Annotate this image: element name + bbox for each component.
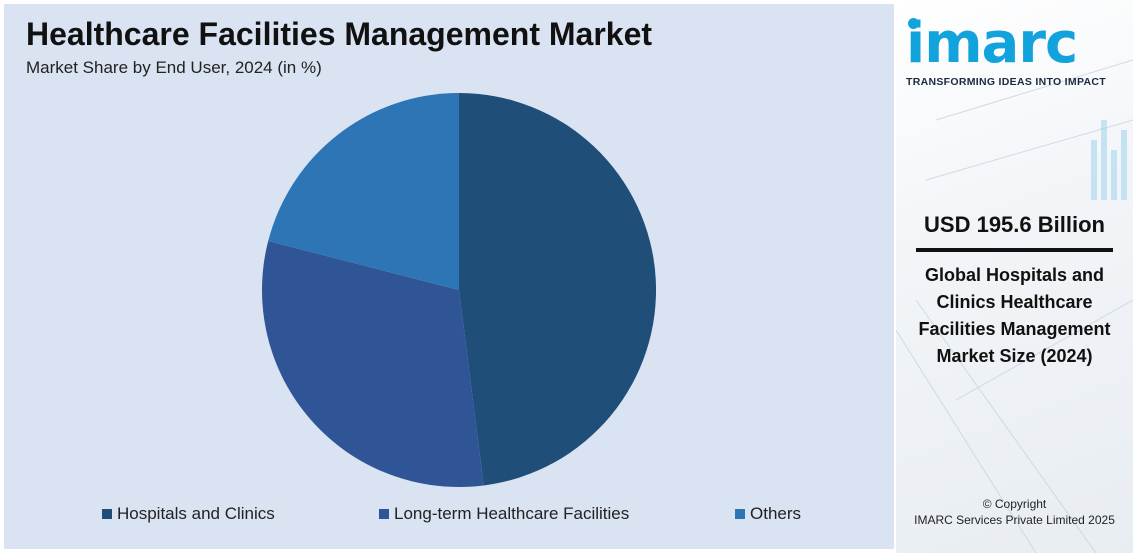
- legend-swatch: [735, 509, 745, 519]
- info-sidebar: imarc TRANSFORMING IDEAS INTO IMPACT USD…: [896, 0, 1133, 553]
- legend-item: Others: [735, 504, 801, 524]
- logo-tagline: TRANSFORMING IDEAS INTO IMPACT: [906, 76, 1106, 88]
- imarc-logo: imarc TRANSFORMING IDEAS INTO IMPACT: [906, 11, 1121, 89]
- market-description: Global Hospitals and Clinics Healthcare …: [918, 265, 1111, 366]
- pie-slice-long-term-healthcare-facilities: [262, 241, 484, 488]
- logo-dot-icon: [908, 18, 919, 29]
- legend-swatch: [102, 509, 112, 519]
- chart-subtitle: Market Share by End User, 2024 (in %): [26, 58, 322, 77]
- copyright-line-2: IMARC Services Private Limited 2025: [914, 513, 1115, 527]
- copyright-line-1: © Copyright: [982, 497, 1047, 511]
- legend-label: Hospitals and Clinics: [117, 504, 275, 523]
- background-chart-decoration: [896, 59, 1133, 553]
- legend-item: Long-term Healthcare Facilities: [379, 504, 629, 524]
- legend-swatch: [379, 509, 389, 519]
- logo-text: imarc: [906, 11, 1078, 76]
- market-value: USD 195.6 Billion: [924, 212, 1105, 237]
- legend-item: Hospitals and Clinics: [102, 504, 275, 524]
- pie-chart: [262, 92, 657, 488]
- chart-title: Healthcare Facilities Management Market: [26, 16, 653, 52]
- legend-label: Long-term Healthcare Facilities: [394, 504, 630, 523]
- chart-legend: Hospitals and Clinics Long-term Healthcar…: [4, 504, 894, 524]
- legend-label: Others: [750, 504, 802, 523]
- divider: [916, 248, 1113, 252]
- chart-panel: Healthcare Facilities Management Market …: [4, 4, 894, 549]
- pie-slice-others: [268, 93, 459, 290]
- copyright: © Copyright IMARC Services Private Limit…: [896, 496, 1133, 528]
- pie-slice-hospitals-and-clinics: [459, 92, 657, 486]
